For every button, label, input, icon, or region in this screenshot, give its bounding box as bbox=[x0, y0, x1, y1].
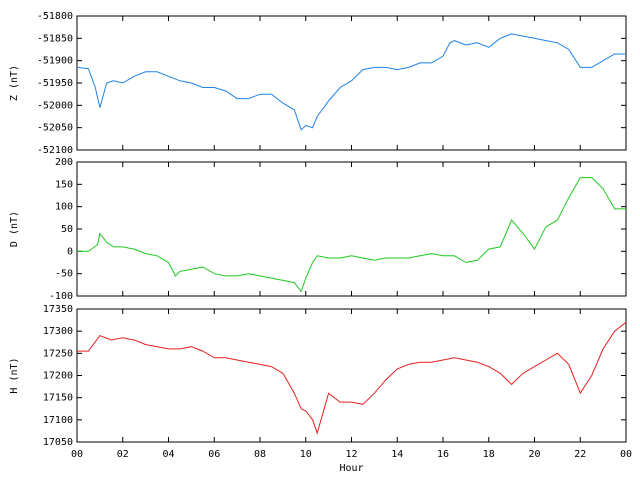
x-tick-label: 04 bbox=[162, 449, 174, 460]
data-line bbox=[77, 177, 626, 293]
y-axis-label: D (nT) bbox=[9, 211, 20, 247]
y-tick-label: -100 bbox=[49, 291, 73, 302]
plot-frame bbox=[76, 15, 627, 151]
x-tick-label: 10 bbox=[300, 449, 312, 460]
x-tick-label: 12 bbox=[345, 449, 357, 460]
x-tick-label: 06 bbox=[208, 449, 220, 460]
y-tick-label: 17300 bbox=[43, 326, 73, 337]
x-axis-label: Hour bbox=[339, 463, 363, 474]
data-line bbox=[77, 321, 627, 435]
y-tick-label: -51800 bbox=[37, 11, 73, 22]
data-line bbox=[76, 33, 626, 131]
y-tick-label: -51900 bbox=[37, 56, 73, 67]
y-tick-label: 17100 bbox=[43, 415, 73, 426]
x-tick-label: 16 bbox=[437, 449, 449, 460]
y-tick-label: 17150 bbox=[43, 393, 73, 404]
y-tick-label: 17050 bbox=[43, 437, 73, 448]
x-tick-label: 00 bbox=[620, 449, 632, 460]
y-tick-label: 17200 bbox=[43, 371, 73, 382]
x-tick-label: 08 bbox=[254, 449, 266, 460]
y-tick-label: 100 bbox=[55, 202, 73, 213]
y-tick-label: 0 bbox=[67, 246, 73, 257]
x-tick-label: 22 bbox=[574, 449, 586, 460]
x-tick-label: 14 bbox=[391, 449, 403, 460]
y-tick-label: 50 bbox=[61, 224, 73, 235]
y-tick-label: -50 bbox=[55, 269, 73, 280]
y-axis-label: H (nT) bbox=[9, 357, 20, 393]
y-tick-label: 150 bbox=[55, 179, 73, 190]
y-tick-label: -51950 bbox=[37, 78, 73, 89]
y-tick-label: -52000 bbox=[37, 100, 73, 111]
y-tick-label: -52050 bbox=[37, 123, 73, 134]
y-tick-label: -52100 bbox=[37, 145, 73, 156]
y-tick-label: -51850 bbox=[37, 33, 73, 44]
y-tick-label: 17250 bbox=[43, 348, 73, 359]
plot-frame bbox=[76, 161, 627, 297]
x-tick-label: 18 bbox=[483, 449, 495, 460]
y-axis-label: Z (nT) bbox=[9, 65, 20, 101]
y-tick-label: 200 bbox=[55, 157, 73, 168]
y-tick-label: 17350 bbox=[43, 304, 73, 315]
x-tick-label: 00 bbox=[71, 449, 83, 460]
plot-frame bbox=[76, 308, 627, 443]
x-tick-label: 02 bbox=[117, 449, 129, 460]
x-tick-label: 20 bbox=[528, 449, 540, 460]
